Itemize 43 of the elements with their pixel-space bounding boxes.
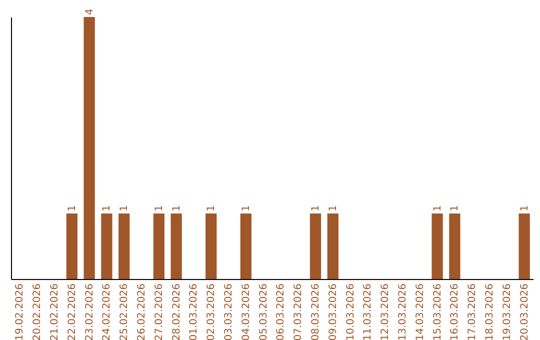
x-tick-label: 21.02.2026 bbox=[50, 284, 60, 340]
x-tick-label: 13.03.2026 bbox=[398, 284, 408, 340]
x-tick-label: 28.02.2026 bbox=[171, 284, 182, 340]
data-label: 1 bbox=[310, 205, 322, 212]
data-label: 1 bbox=[119, 205, 130, 212]
x-tick-label: 11.03.2026 bbox=[362, 284, 374, 340]
x-tick-label: 05.03.2026 bbox=[258, 284, 270, 340]
x-tick-label: 19.02.2026 bbox=[14, 284, 26, 340]
data-label: 1 bbox=[171, 205, 182, 212]
data-label: 4 bbox=[84, 8, 96, 15]
x-tick-label: 04.03.2026 bbox=[240, 284, 252, 340]
x-tick-label: 19.03.2026 bbox=[502, 284, 513, 340]
data-label: 1 bbox=[519, 205, 530, 212]
x-tick-label: 01.03.2026 bbox=[188, 284, 200, 340]
data-label: 1 bbox=[66, 205, 78, 212]
x-tick-label: 06.03.2026 bbox=[276, 284, 287, 340]
x-tick-label: 23.02.2026 bbox=[84, 284, 96, 340]
x-tick-label: 12.03.2026 bbox=[380, 284, 392, 340]
x-tick-label: 08.03.2026 bbox=[310, 284, 322, 340]
data-label: 1 bbox=[102, 205, 113, 212]
data-label: 1 bbox=[450, 205, 461, 212]
x-tick-label: 10.03.2026 bbox=[345, 284, 356, 340]
x-tick-label: 27.02.2026 bbox=[154, 284, 165, 340]
x-tick-label: 14.03.2026 bbox=[414, 284, 426, 340]
data-label: 1 bbox=[328, 205, 339, 212]
x-tick-label: 07.03.2026 bbox=[293, 284, 304, 340]
x-tick-label: 15.03.2026 bbox=[432, 284, 444, 340]
x-tick-label: 20.03.2026 bbox=[519, 284, 530, 340]
x-tick-label: 09.03.2026 bbox=[328, 284, 339, 340]
x-tick-label: 25.02.2026 bbox=[119, 284, 130, 340]
x-tick-label: 03.03.2026 bbox=[224, 284, 234, 340]
x-tick-label: 02.03.2026 bbox=[206, 284, 218, 340]
x-tick-label: 20.02.2026 bbox=[32, 284, 44, 340]
x-tick-label: 17.03.2026 bbox=[467, 284, 478, 340]
x-tick-label: 18.03.2026 bbox=[484, 284, 496, 340]
data-label: 1 bbox=[240, 205, 252, 212]
x-tick-label: 16.03.2026 bbox=[450, 284, 461, 340]
x-tick-label: 26.02.2026 bbox=[136, 284, 148, 340]
x-tick-label: 24.02.2026 bbox=[102, 284, 113, 340]
data-label: 1 bbox=[206, 205, 218, 212]
x-tick-label: 22.02.2026 bbox=[66, 284, 78, 340]
data-label: 1 bbox=[154, 205, 165, 212]
data-label: 1 bbox=[432, 205, 444, 212]
